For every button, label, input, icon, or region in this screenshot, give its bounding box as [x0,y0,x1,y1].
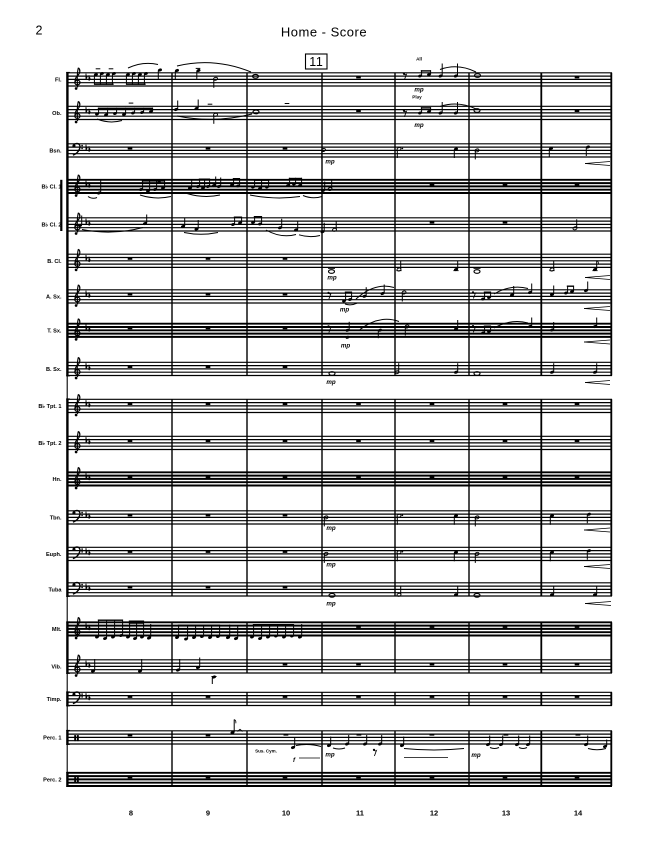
svg-text:f: f [293,757,296,764]
svg-text:14: 14 [574,809,583,818]
svg-text:Ob.: Ob. [52,111,62,117]
svg-text:B. Cl.: B. Cl. [47,259,62,265]
svg-text:A. Sx.: A. Sx. [46,294,62,300]
svg-text:B♭ Cl. 1: B♭ Cl. 1 [41,183,61,190]
svg-text:All: All [416,56,422,61]
svg-text:Home - Score: Home - Score [281,25,367,40]
svg-text:mp: mp [326,562,336,569]
svg-text:mp: mp [325,752,335,759]
svg-text:Perc. 2: Perc. 2 [43,777,61,783]
svg-text:Fl.: Fl. [55,77,62,83]
svg-text:8: 8 [129,809,133,818]
svg-text:11: 11 [356,809,364,818]
svg-text:2: 2 [36,24,43,38]
svg-text:Play: Play [412,94,422,99]
svg-text:mp: mp [471,752,481,759]
svg-text:mp: mp [326,525,336,532]
svg-text:Tbn.: Tbn. [50,515,62,521]
svg-text:Sus. Cym.: Sus. Cym. [255,748,277,753]
svg-text:mp: mp [414,122,424,129]
svg-text:11: 11 [309,55,323,69]
svg-text:Tuba: Tuba [49,587,63,593]
svg-text:12: 12 [430,809,438,818]
svg-text:13: 13 [502,809,510,818]
svg-text:B♭ Tpt. 2: B♭ Tpt. 2 [38,440,61,447]
svg-text:Bsn.: Bsn. [49,148,62,154]
svg-text:Euph.: Euph. [46,552,62,558]
svg-text:mp: mp [341,342,351,349]
svg-text:mp: mp [327,275,337,282]
svg-text:mp: mp [340,307,350,314]
svg-text:10: 10 [282,809,290,818]
svg-text:9: 9 [206,809,210,818]
svg-text:Timp.: Timp. [47,697,62,703]
svg-text:Mlt.: Mlt. [52,627,62,633]
svg-text:B♭ Cl. 2: B♭ Cl. 2 [41,221,61,228]
svg-text:mp: mp [326,601,336,608]
svg-text:Perc. 1: Perc. 1 [43,735,61,741]
svg-text:mp: mp [326,379,336,386]
svg-text:Hn.: Hn. [52,477,61,483]
svg-text:B. Sx.: B. Sx. [46,367,62,373]
svg-text:B♭ Tpt. 1: B♭ Tpt. 1 [38,403,61,410]
svg-text:Vib.: Vib. [51,664,62,670]
svg-text:mp: mp [414,87,424,94]
svg-text:T. Sx.: T. Sx. [47,328,62,334]
svg-text:mp: mp [325,159,335,166]
